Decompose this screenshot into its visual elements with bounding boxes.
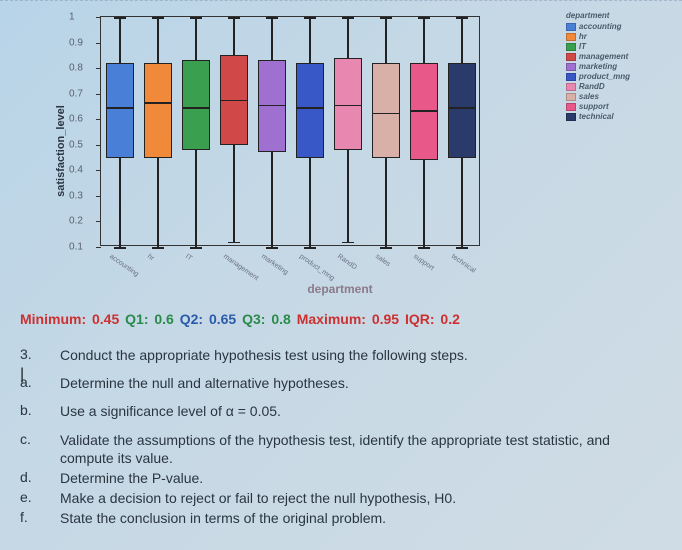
y-tick-label: 0.2	[69, 216, 83, 227]
legend-swatch	[566, 103, 576, 111]
y-tick-label: 0.6	[69, 114, 83, 125]
question-block: 3. Conduct the appropriate hypothesis te…	[20, 346, 662, 530]
box-support	[410, 63, 438, 160]
legend-swatch	[566, 83, 576, 91]
box-technical	[448, 63, 476, 158]
legend-swatch	[566, 73, 576, 81]
q2-val: 0.65	[209, 311, 236, 327]
item-text: Make a decision to reject or fail to rej…	[60, 489, 662, 507]
legend-swatch	[566, 63, 576, 71]
min-val: 0.45	[92, 311, 119, 327]
legend-label: RandD	[579, 82, 605, 91]
legend-label: support	[579, 102, 609, 111]
box-accounting	[106, 63, 134, 158]
y-tick-label: 0.1	[69, 242, 83, 253]
item-key: f.	[20, 509, 60, 527]
box-IT	[182, 60, 210, 149]
legend-item: accounting	[566, 22, 630, 31]
x-axis-label: department	[307, 282, 372, 296]
legend-label: hr	[579, 32, 587, 41]
legend-label: technical	[579, 112, 614, 121]
item-text: Determine the P-value.	[60, 469, 662, 487]
legend-item: hr	[566, 32, 630, 41]
x-tick-label: management	[222, 253, 259, 282]
x-tick-label: accounting	[108, 253, 140, 278]
y-tick-label: 0.9	[69, 37, 83, 48]
y-tick-label: 0.7	[69, 88, 83, 99]
box-hr	[144, 63, 172, 158]
iqr-label: IQR:	[405, 311, 435, 327]
item-text: Use a significance level of α = 0.05.	[60, 402, 662, 420]
question-number: 3.	[20, 346, 60, 364]
item-key: a.	[20, 374, 60, 392]
legend-item: technical	[566, 112, 630, 121]
box-product_mng	[296, 63, 324, 158]
q1-label: Q1:	[125, 311, 148, 327]
item-text: Validate the assumptions of the hypothes…	[60, 431, 662, 467]
x-tick-label: RandD	[336, 253, 358, 271]
x-tick-label: marketing	[260, 253, 289, 276]
legend-item: product_mng	[566, 72, 630, 81]
box-RandD	[334, 58, 362, 150]
y-tick-label: 0.5	[69, 139, 83, 150]
item-text: Determine the null and alternative hypot…	[60, 374, 662, 392]
plot-area: 0.10.20.30.40.50.60.70.80.91accountinghr…	[100, 16, 480, 246]
box-sales	[372, 63, 400, 158]
y-tick-label: 0.4	[69, 165, 83, 176]
x-tick-label: support	[412, 253, 435, 272]
q2-label: Q2:	[180, 311, 203, 327]
q3-val: 0.8	[271, 311, 290, 327]
question-text: Conduct the appropriate hypothesis test …	[60, 346, 662, 364]
x-tick-label: sales	[374, 253, 391, 268]
item-key: e.	[20, 489, 60, 507]
legend-swatch	[566, 43, 576, 51]
legend-swatch	[566, 23, 576, 31]
legend-swatch	[566, 113, 576, 121]
y-tick-label: 0.8	[69, 63, 83, 74]
legend-item: support	[566, 102, 630, 111]
legend-label: IT	[579, 42, 586, 51]
x-tick-label: product_mng	[298, 253, 335, 282]
x-tick-label: hr	[146, 253, 155, 262]
legend-swatch	[566, 53, 576, 61]
legend: department accountinghrITmanagementmarke…	[566, 11, 630, 122]
legend-item: sales	[566, 92, 630, 101]
item-text: State the conclusion in terms of the ori…	[60, 509, 662, 527]
box-management	[220, 55, 248, 144]
boxplot-chart: satisfaction_level 0.10.20.30.40.50.60.7…	[60, 11, 620, 291]
q3-label: Q3:	[242, 311, 265, 327]
summary-stats: Minimum: 0.45 Q1: 0.6 Q2: 0.65 Q3: 0.8 M…	[20, 311, 462, 327]
y-axis-label: satisfaction_level	[55, 105, 67, 197]
y-tick-label: 0.3	[69, 190, 83, 201]
legend-label: accounting	[579, 22, 622, 31]
x-tick-label: technical	[450, 253, 477, 275]
x-tick-label: IT	[184, 253, 193, 262]
max-label: Maximum:	[297, 311, 366, 327]
q1-val: 0.6	[154, 311, 173, 327]
legend-item: management	[566, 52, 630, 61]
item-key: b.	[20, 402, 60, 420]
text-cursor: |	[20, 366, 24, 384]
box-marketing	[258, 60, 286, 152]
item-key: c.	[20, 431, 60, 467]
iqr-val: 0.2	[440, 311, 459, 327]
item-key: d.	[20, 469, 60, 487]
legend-label: management	[579, 52, 628, 61]
legend-label: marketing	[579, 62, 617, 71]
min-label: Minimum:	[20, 311, 86, 327]
legend-label: sales	[579, 92, 599, 101]
max-val: 0.95	[372, 311, 399, 327]
legend-item: IT	[566, 42, 630, 51]
legend-item: marketing	[566, 62, 630, 71]
legend-label: product_mng	[579, 72, 630, 81]
legend-swatch	[566, 93, 576, 101]
y-tick-label: 1	[69, 12, 75, 23]
legend-item: RandD	[566, 82, 630, 91]
legend-swatch	[566, 33, 576, 41]
legend-title: department	[566, 11, 630, 20]
